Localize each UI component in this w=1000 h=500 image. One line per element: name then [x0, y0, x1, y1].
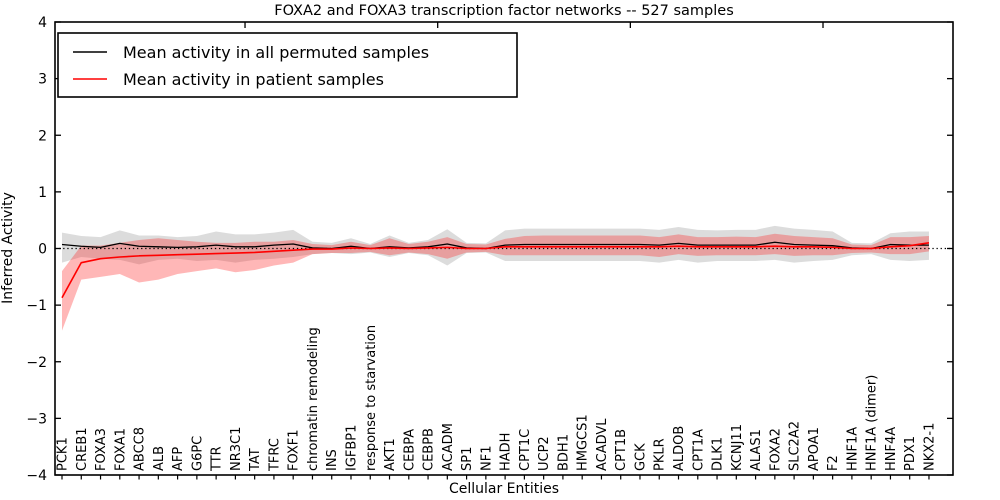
x-tick-label: F2: [826, 455, 841, 471]
x-tick-label: IGFBP1: [344, 425, 359, 471]
x-tick-label: HNF1A (dimer): [865, 375, 880, 471]
y-tick-label: 1: [38, 185, 47, 201]
confidence-bands-layer: [62, 225, 929, 331]
legend-box: [57, 32, 518, 98]
x-tick-label: chromatin remodeling: [306, 327, 321, 471]
x-tick-label: DLK1: [711, 437, 726, 471]
x-tick-label: CPT1C: [518, 429, 533, 471]
x-tick-label: CPT1B: [614, 429, 629, 471]
x-tick-label: CREB1: [75, 427, 90, 471]
x-tick-label: FOXF1: [287, 429, 302, 471]
chart-title: FOXA2 and FOXA3 transcription factor net…: [274, 3, 734, 19]
x-tick-label: HADH: [499, 433, 514, 471]
y-tick-label: 3: [38, 72, 47, 88]
x-tick-label: TAT: [248, 448, 263, 472]
x-tick-label: TFRC: [267, 438, 282, 472]
confidence-band-patient: [62, 233, 929, 331]
x-tick-label: response to starvation: [364, 325, 379, 471]
x-tick-label: ABCC8: [133, 427, 148, 471]
x-tick-label: FOXA1: [113, 428, 128, 471]
x-tick-label: PDX1: [903, 436, 918, 471]
x-axis-label: Cellular Entities: [449, 481, 559, 497]
y-tick-label: −2: [26, 355, 47, 371]
x-tick-label: NKX2-1: [922, 423, 937, 471]
plot-frame: [54, 21, 954, 476]
x-tick-label: ACADVL: [595, 418, 610, 471]
y-tick-label: −3: [26, 411, 47, 427]
x-tick-label: CPT1A: [691, 429, 706, 471]
x-tick-label: SLC2A2: [788, 421, 803, 471]
y-tick-label: 0: [38, 242, 47, 258]
x-tick-label: AFP: [171, 447, 186, 471]
x-tick-label: NR3C1: [229, 427, 244, 471]
x-tick-label: G6PC: [190, 436, 205, 471]
series-line-permuted: [61, 241, 929, 250]
x-tick-label: GCK: [633, 443, 648, 471]
x-tick-label: ALAS1: [749, 429, 764, 471]
series-line-patient: [61, 242, 930, 299]
x-tick-label: SP1: [460, 447, 475, 471]
x-tick-label: PKLR: [653, 438, 668, 471]
x-tick-label: CEBPA: [402, 429, 417, 471]
x-tick-labels-layer: PCK1 CREB1 FOXA3 FOXA1 ABCC8 ALB AFP G6PC TTR NR3…: [56, 325, 938, 472]
legend-label-permuted: Mean activity in all permuted samples: [123, 43, 429, 62]
confidence-band-permuted: [62, 225, 929, 266]
y-tick-label: −1: [26, 298, 47, 314]
series-lines-layer: [61, 241, 930, 299]
x-tick-label: PCK1: [56, 437, 71, 471]
x-tick-label: TTR: [210, 446, 225, 472]
y-tick-label: 4: [38, 15, 47, 31]
x-tick-label: NF1: [479, 446, 494, 471]
x-tick-label: CEBPB: [422, 428, 437, 471]
x-tick-label: HNF1A: [845, 427, 860, 471]
x-tick-label: AKT1: [383, 438, 398, 471]
x-tick-label: HNF4A: [884, 427, 899, 471]
x-tick-label: INS: [325, 449, 340, 471]
x-tick-label: FOXA3: [94, 428, 109, 471]
legend: Mean activity in all permuted samples Me…: [57, 32, 518, 98]
y-tick-label: 2: [38, 128, 47, 144]
y-tick-label: −4: [26, 468, 47, 484]
x-tick-label: HMGCS1: [576, 414, 591, 471]
y-tick-labels-layer: 4 3 2 1 0 −1 −2 −3 −4: [26, 15, 47, 484]
x-tick-label: BDH1: [556, 434, 571, 471]
legend-label-patient: Mean activity in patient samples: [123, 70, 384, 89]
x-tick-label: ACADM: [441, 423, 456, 471]
x-tick-label: APOA1: [807, 427, 822, 471]
y-axis-label: Inferred Activity: [0, 192, 16, 304]
x-tick-label: KCNJ11: [730, 424, 745, 471]
x-tick-label: UCP2: [537, 436, 552, 471]
x-tick-label: FOXA2: [768, 428, 783, 471]
x-tick-label: ALB: [152, 446, 167, 471]
x-tick-label: ALDOB: [672, 426, 687, 471]
